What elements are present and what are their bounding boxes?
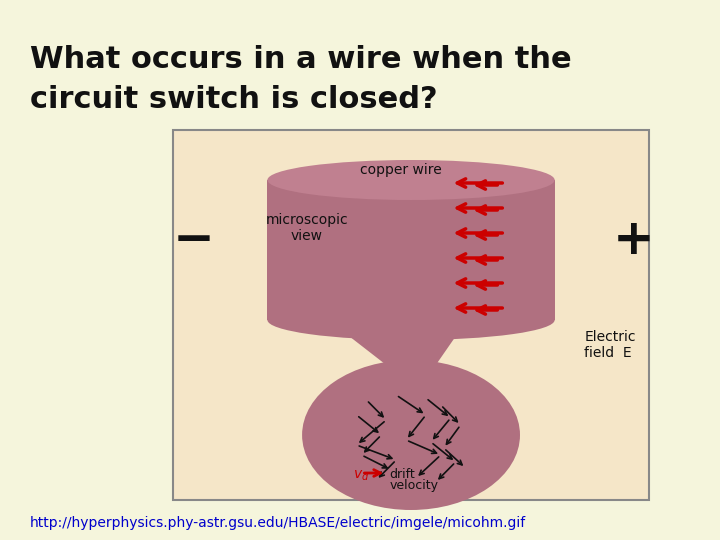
Text: copper wire: copper wire [360,163,442,177]
FancyBboxPatch shape [174,130,649,500]
Ellipse shape [267,160,554,200]
Text: −: − [172,216,214,264]
Text: What occurs in a wire when the: What occurs in a wire when the [30,45,572,74]
Text: Electric
field  E: Electric field E [585,330,636,360]
Text: drift: drift [390,468,415,481]
Text: velocity: velocity [390,479,438,492]
Text: +: + [613,216,654,264]
Text: $v_d$: $v_d$ [354,469,370,483]
Text: circuit switch is closed?: circuit switch is closed? [30,85,437,114]
Ellipse shape [267,300,554,340]
FancyBboxPatch shape [267,180,554,320]
Ellipse shape [302,360,520,510]
Polygon shape [322,315,470,365]
Text: http://hyperphysics.phy-astr.gsu.edu/HBASE/electric/imgele/micohm.gif: http://hyperphysics.phy-astr.gsu.edu/HBA… [30,516,526,530]
Text: microscopic
view: microscopic view [266,213,348,243]
